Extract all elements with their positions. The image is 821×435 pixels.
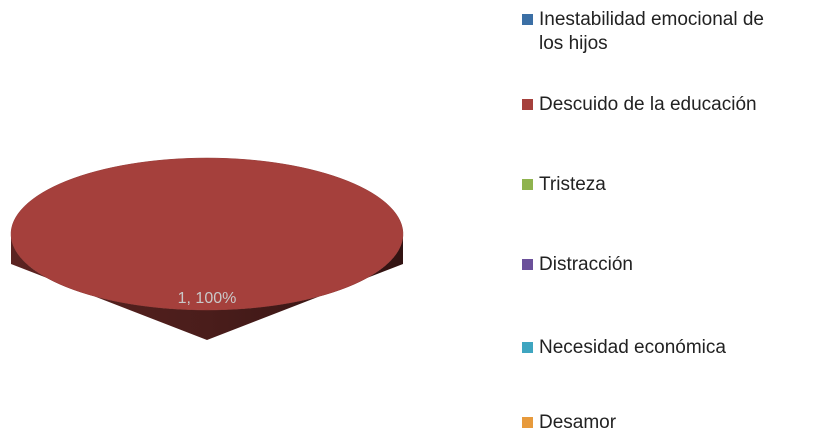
- pie-side: [11, 234, 403, 340]
- legend-item: Necesidad económica: [522, 336, 812, 360]
- legend-item: Distracción: [522, 253, 812, 277]
- legend-label: Necesidad económica: [539, 337, 726, 358]
- legend-label: Tristeza: [539, 174, 606, 195]
- legend-swatch: [522, 342, 533, 353]
- legend-swatch: [522, 417, 533, 428]
- legend-swatch: [522, 99, 533, 110]
- legend-swatch: [522, 259, 533, 270]
- legend-swatch: [522, 179, 533, 190]
- legend-label: Distracción: [539, 254, 633, 275]
- legend-swatch: [522, 14, 533, 25]
- legend-label: Inestabilidad emocional de los hijos: [539, 9, 764, 54]
- legend-item: Desamor: [522, 411, 812, 435]
- legend-label: Descuido de la educación: [539, 94, 757, 115]
- legend-item: Inestabilidad emocional de los hijos: [522, 8, 812, 56]
- legend: Inestabilidad emocional de los hijos Desc…: [522, 0, 821, 434]
- chart: 1, 100%: [10, 157, 404, 340]
- data-label: 1, 100%: [178, 290, 237, 307]
- legend-item: Tristeza: [522, 173, 812, 197]
- legend-item: Descuido de la educación: [522, 93, 812, 117]
- pie-slice: [10, 157, 404, 311]
- legend-label: Desamor: [539, 412, 617, 433]
